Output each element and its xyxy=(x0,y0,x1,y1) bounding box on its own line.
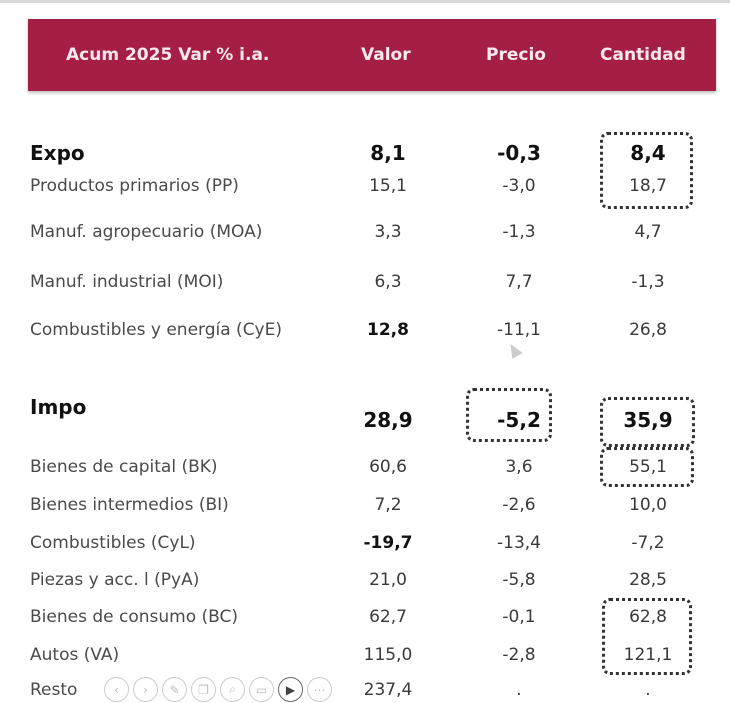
row-label: Combustibles (CyL) xyxy=(30,533,196,553)
copy-icon[interactable]: ❐ xyxy=(191,677,216,702)
row-label: Resto xyxy=(30,680,78,700)
cell-valor: 115,0 xyxy=(363,645,413,665)
row-label: Autos (VA) xyxy=(30,645,120,665)
cell-cantidad: 26,8 xyxy=(629,320,667,340)
forward-icon[interactable]: › xyxy=(133,677,158,702)
top-border xyxy=(0,0,730,3)
cell-cantidad: 35,9 xyxy=(623,408,673,432)
header-valor: Valor xyxy=(361,45,411,65)
cell-precio: -2,6 xyxy=(502,495,536,515)
cell-cantidad: . xyxy=(645,680,651,700)
pen-icon[interactable]: ✎ xyxy=(162,677,187,702)
cell-precio: -5,8 xyxy=(502,570,536,590)
highlight-box xyxy=(600,397,695,447)
cell-cantidad: -1,3 xyxy=(631,272,665,292)
row-label: Manuf. industrial (MOI) xyxy=(30,272,224,292)
highlight-box xyxy=(602,598,692,675)
row-label: Bienes de capital (BK) xyxy=(30,457,218,477)
cell-precio: -11,1 xyxy=(497,320,541,340)
cell-cantidad: 55,1 xyxy=(629,457,667,477)
back-icon[interactable]: ‹ xyxy=(104,677,129,702)
cell-cantidad: 28,5 xyxy=(629,570,667,590)
cell-valor: 237,4 xyxy=(363,680,413,700)
cell-cantidad: -7,2 xyxy=(631,533,665,553)
more-icon[interactable]: ⋯ xyxy=(307,677,332,702)
cell-precio: -2,8 xyxy=(502,645,536,665)
cell-valor: 8,1 xyxy=(370,141,406,165)
row-label: Impo xyxy=(30,395,87,419)
cell-valor: 7,2 xyxy=(374,495,402,515)
highlight-box xyxy=(600,132,693,209)
row-label: Piezas y acc. l (PyA) xyxy=(30,570,200,590)
cell-valor: 62,7 xyxy=(369,607,407,627)
mouse-cursor-icon xyxy=(505,340,523,360)
header-precio: Precio xyxy=(486,45,546,65)
cell-cantidad: 10,0 xyxy=(629,495,667,515)
cell-valor: 6,3 xyxy=(374,272,402,292)
cell-precio: 3,6 xyxy=(505,457,533,477)
header-cantidad: Cantidad xyxy=(600,45,686,65)
slides-icon[interactable]: ▭ xyxy=(249,677,274,702)
cell-precio: 7,7 xyxy=(505,272,533,292)
highlight-box xyxy=(600,447,694,487)
cell-valor: 21,0 xyxy=(369,570,407,590)
cell-precio: -5,2 xyxy=(497,408,541,432)
presentation-toolbar: ‹ › ✎ ❐ ⌕ ▭ ▶ ⋯ xyxy=(104,677,332,703)
cell-valor: 15,1 xyxy=(369,176,407,196)
cell-cantidad: 62,8 xyxy=(629,607,667,627)
cell-cantidad: 4,7 xyxy=(634,222,662,242)
row-label: Manuf. agropecuario (MOA) xyxy=(30,222,263,242)
cell-precio: -3,0 xyxy=(502,176,536,196)
cell-cantidad: 8,4 xyxy=(630,141,666,165)
cell-valor: 28,9 xyxy=(363,408,413,432)
cell-cantidad: 18,7 xyxy=(629,176,667,196)
row-label: Bienes intermedios (BI) xyxy=(30,495,229,515)
cell-valor: 3,3 xyxy=(374,222,402,242)
cell-precio: -13,4 xyxy=(497,533,541,553)
cell-precio: -0,3 xyxy=(497,141,541,165)
cell-valor: 60,6 xyxy=(369,457,407,477)
row-label: Expo xyxy=(30,141,85,165)
cell-precio: -1,3 xyxy=(502,222,536,242)
row-label: Bienes de consumo (BC) xyxy=(30,607,239,627)
video-icon[interactable]: ▶ xyxy=(278,677,303,702)
table-header: Acum 2025 Var % i.a. Valor Precio Cantid… xyxy=(28,19,716,91)
row-label: Combustibles y energía (CyE) xyxy=(30,320,282,340)
cell-precio: . xyxy=(516,680,522,700)
search-icon[interactable]: ⌕ xyxy=(220,677,245,702)
cell-valor: 12,8 xyxy=(367,320,409,340)
cell-valor: -19,7 xyxy=(363,533,413,553)
header-label-col: Acum 2025 Var % i.a. xyxy=(66,45,270,65)
cell-precio: -0,1 xyxy=(502,607,536,627)
row-label: Productos primarios (PP) xyxy=(30,176,239,196)
highlight-box xyxy=(466,388,552,442)
cell-cantidad: 121,1 xyxy=(623,645,673,665)
